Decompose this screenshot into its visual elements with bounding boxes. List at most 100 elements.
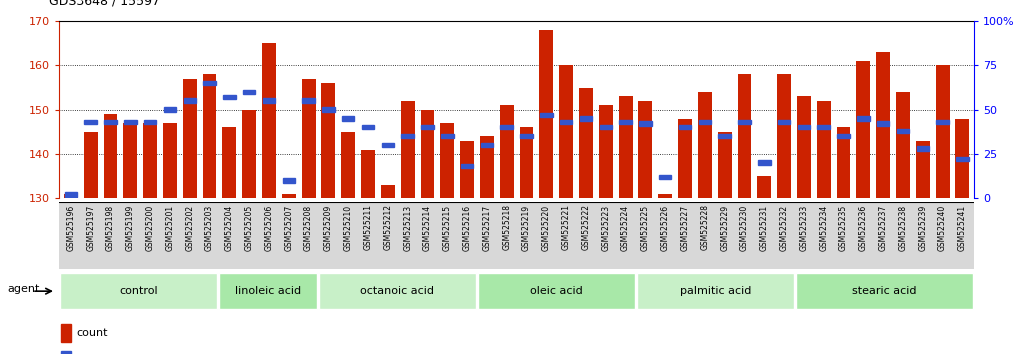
Bar <box>916 141 930 198</box>
Text: oleic acid: oleic acid <box>530 286 583 296</box>
Bar <box>163 123 177 198</box>
Bar <box>460 141 474 198</box>
Text: GSM525203: GSM525203 <box>205 205 214 251</box>
Bar <box>619 120 632 124</box>
Bar <box>342 132 355 198</box>
Bar <box>699 120 711 124</box>
Bar <box>837 134 850 138</box>
Bar <box>637 273 794 309</box>
Bar <box>361 149 375 198</box>
Text: GSM525220: GSM525220 <box>542 205 551 251</box>
Text: GSM525202: GSM525202 <box>185 205 194 251</box>
Bar <box>143 120 157 124</box>
Bar <box>202 74 217 198</box>
Text: GSM525201: GSM525201 <box>166 205 175 251</box>
Text: GSM525206: GSM525206 <box>264 205 274 251</box>
Bar <box>421 110 434 198</box>
Bar <box>737 74 752 198</box>
Bar <box>758 176 771 198</box>
Bar <box>143 123 157 198</box>
Bar <box>758 160 771 165</box>
Text: GSM525209: GSM525209 <box>324 205 333 251</box>
Bar <box>580 116 592 121</box>
Bar <box>639 121 652 126</box>
Bar <box>362 125 374 130</box>
Text: GSM525200: GSM525200 <box>145 205 155 251</box>
Bar <box>105 120 117 124</box>
Bar <box>65 192 77 197</box>
Bar <box>480 136 494 198</box>
Text: GSM525226: GSM525226 <box>661 205 670 251</box>
Bar <box>639 101 652 198</box>
Text: GSM525204: GSM525204 <box>225 205 234 251</box>
Bar <box>678 125 692 130</box>
Bar <box>796 273 973 309</box>
Bar <box>104 114 117 198</box>
Bar <box>955 119 969 198</box>
Text: GSM525196: GSM525196 <box>66 205 75 251</box>
Text: GSM525233: GSM525233 <box>799 205 809 251</box>
Bar <box>421 125 433 130</box>
Text: GSM525210: GSM525210 <box>344 205 353 251</box>
Bar <box>559 65 574 198</box>
Bar <box>61 324 71 342</box>
Text: GSM525219: GSM525219 <box>522 205 531 251</box>
Text: control: control <box>119 286 158 296</box>
Bar <box>183 79 196 198</box>
Bar <box>381 185 395 198</box>
Bar <box>401 101 415 198</box>
Bar <box>540 113 552 117</box>
Bar <box>243 90 255 94</box>
Text: GSM525230: GSM525230 <box>740 205 749 251</box>
Text: GSM525235: GSM525235 <box>839 205 848 251</box>
Bar <box>560 120 573 124</box>
Text: GSM525224: GSM525224 <box>621 205 631 251</box>
Text: GSM525211: GSM525211 <box>363 205 372 251</box>
Bar <box>499 105 514 198</box>
Bar <box>262 44 276 198</box>
Bar <box>817 101 831 198</box>
Bar <box>678 119 692 198</box>
Bar <box>123 123 137 198</box>
Bar <box>60 273 218 309</box>
Bar <box>600 125 612 130</box>
Text: GSM525205: GSM525205 <box>245 205 253 251</box>
Text: palmitic acid: palmitic acid <box>680 286 752 296</box>
Bar <box>916 146 929 151</box>
Bar <box>183 98 196 103</box>
Text: GSM525218: GSM525218 <box>502 205 512 251</box>
Bar <box>441 134 454 138</box>
Bar <box>797 125 811 130</box>
Text: GSM525231: GSM525231 <box>760 205 769 251</box>
Bar <box>223 95 236 99</box>
Text: GSM525217: GSM525217 <box>482 205 491 251</box>
Bar <box>164 107 176 112</box>
Bar <box>659 175 671 179</box>
Bar <box>618 97 633 198</box>
Bar <box>440 123 455 198</box>
Bar <box>521 134 533 138</box>
Bar <box>322 107 335 112</box>
Bar <box>481 143 493 147</box>
Text: GSM525232: GSM525232 <box>780 205 788 251</box>
Bar <box>84 120 97 124</box>
Text: GSM525208: GSM525208 <box>304 205 313 251</box>
Text: GSM525237: GSM525237 <box>879 205 888 251</box>
Text: GSM525216: GSM525216 <box>463 205 472 251</box>
Bar <box>262 98 276 103</box>
Text: octanoic acid: octanoic acid <box>360 286 434 296</box>
Text: GSM525214: GSM525214 <box>423 205 432 251</box>
Bar <box>83 132 98 198</box>
Text: GSM525228: GSM525228 <box>701 205 709 251</box>
Bar <box>461 164 473 169</box>
Bar <box>302 98 315 103</box>
Bar <box>837 127 850 198</box>
Text: linoleic acid: linoleic acid <box>235 286 301 296</box>
Text: GSM525227: GSM525227 <box>680 205 690 251</box>
Bar <box>282 194 296 198</box>
Text: GSM525199: GSM525199 <box>126 205 135 251</box>
Bar <box>956 157 968 161</box>
Bar <box>797 97 811 198</box>
Text: GSM525213: GSM525213 <box>403 205 412 251</box>
Bar <box>698 92 712 198</box>
